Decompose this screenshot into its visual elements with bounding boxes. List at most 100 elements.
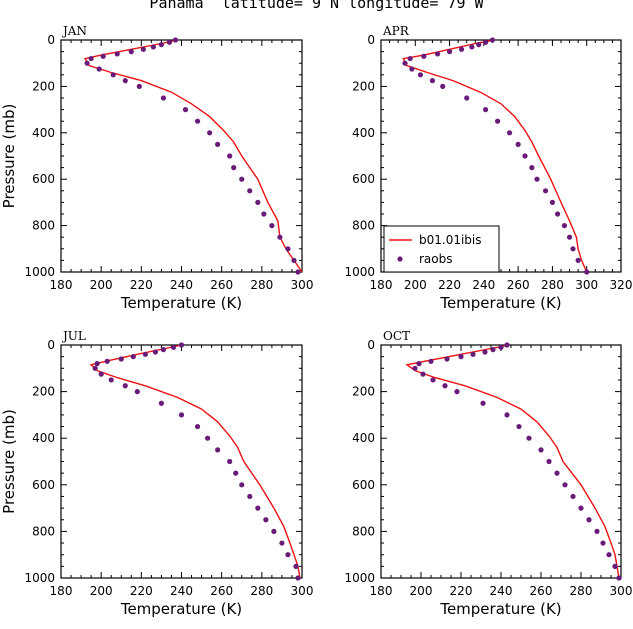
raobs-point xyxy=(554,470,560,476)
raobs-point xyxy=(215,141,221,147)
raobs-point xyxy=(420,371,426,377)
raobs-point xyxy=(470,351,476,357)
model-profile-line xyxy=(89,344,301,579)
raobs-point xyxy=(566,234,573,240)
raobs-point xyxy=(247,493,253,500)
raobs-point xyxy=(98,371,104,377)
x-tick-label: 200 xyxy=(90,278,113,292)
panel-label: JAN xyxy=(61,24,87,38)
raobs-point xyxy=(430,377,436,383)
raobs-point xyxy=(166,39,173,45)
raobs-point xyxy=(594,528,600,535)
x-tick-label: 280 xyxy=(541,278,564,292)
raobs-point xyxy=(480,400,486,406)
raobs-point xyxy=(584,269,590,275)
raobs-point xyxy=(255,199,261,205)
x-tick-label: 220 xyxy=(130,584,153,598)
raobs-point xyxy=(293,563,299,569)
raobs-point xyxy=(263,517,269,523)
raobs-point xyxy=(529,165,535,171)
legend-obs-label: raobs xyxy=(419,252,453,266)
legend-box xyxy=(383,225,500,273)
raobs-point xyxy=(94,361,100,367)
raobs-point xyxy=(215,447,221,453)
raobs-point xyxy=(586,517,592,523)
x-axis-title: Temperature (K) xyxy=(120,600,242,618)
y-tick-label: 400 xyxy=(352,126,375,140)
raobs-point xyxy=(130,354,136,360)
y-tick-label: 1000 xyxy=(24,265,55,279)
raobs-point xyxy=(464,95,470,101)
raobs-point xyxy=(205,435,211,441)
x-tick-label: 180 xyxy=(370,584,393,598)
raobs-point xyxy=(542,188,549,194)
raobs-point xyxy=(534,176,540,182)
raobs-point xyxy=(412,365,418,371)
raobs-point xyxy=(261,211,267,217)
x-tick-label: 320 xyxy=(610,278,633,292)
y-tick-label: 0 xyxy=(367,338,375,352)
raobs-point xyxy=(416,361,422,367)
raobs-point xyxy=(409,66,415,72)
raobs-point xyxy=(434,51,441,57)
raobs-point xyxy=(285,246,291,252)
x-tick-label: 220 xyxy=(438,278,461,292)
x-tick-label: 300 xyxy=(291,278,314,292)
raobs-point xyxy=(160,347,167,353)
raobs-point xyxy=(158,42,165,48)
plot-frame xyxy=(380,344,622,579)
raobs-point xyxy=(178,412,185,418)
raobs-point xyxy=(88,55,94,62)
y-tick-label: 200 xyxy=(32,79,55,93)
raobs-point xyxy=(570,493,576,500)
raobs-point xyxy=(612,563,618,569)
raobs-point xyxy=(136,83,142,89)
x-axis-title: Temperature (K) xyxy=(439,600,561,618)
y-tick-label: 800 xyxy=(352,219,375,233)
raobs-point xyxy=(498,344,504,350)
raobs-point xyxy=(150,44,156,50)
raobs-point xyxy=(494,118,501,124)
raobs-point xyxy=(172,37,179,43)
raobs-point xyxy=(231,165,237,171)
raobs-point xyxy=(616,575,622,581)
y-tick-label: 1000 xyxy=(344,265,375,279)
raobs-point xyxy=(104,358,110,364)
raobs-point xyxy=(134,389,140,395)
model-profile-line xyxy=(84,39,303,273)
y-tick-label: 200 xyxy=(352,79,375,93)
raobs-point xyxy=(239,482,245,488)
x-tick-label: 180 xyxy=(370,278,393,292)
raobs-point xyxy=(279,540,285,546)
y-axis-title: Pressure (mb) xyxy=(0,104,18,209)
y-axis-title: Pressure (mb) xyxy=(0,409,18,514)
y-tick-label: 0 xyxy=(47,338,55,352)
plot-frame xyxy=(60,39,303,273)
y-tick-label: 400 xyxy=(32,126,55,140)
raobs-point xyxy=(562,482,568,488)
y-tick-label: 800 xyxy=(32,219,55,233)
raobs-point xyxy=(285,552,291,558)
raobs-point xyxy=(160,95,167,101)
x-tick-label: 240 xyxy=(170,278,193,292)
raobs-point xyxy=(255,505,261,511)
raobs-point xyxy=(490,347,496,353)
y-tick-label: 0 xyxy=(47,33,55,47)
raobs-point xyxy=(227,458,233,465)
x-tick-label: 220 xyxy=(450,584,473,598)
raobs-point xyxy=(291,257,297,263)
x-axis-title: Temperature (K) xyxy=(439,294,561,312)
raobs-point xyxy=(194,423,201,430)
raobs-point xyxy=(269,223,275,229)
y-tick-label: 400 xyxy=(352,431,375,445)
raobs-point xyxy=(421,53,427,59)
raobs-point xyxy=(458,46,465,52)
raobs-point xyxy=(554,211,561,217)
x-tick-label: 240 xyxy=(472,278,495,292)
x-tick-label: 200 xyxy=(404,278,427,292)
raobs-point xyxy=(158,400,165,406)
raobs-point xyxy=(429,78,436,84)
figure-title: Panama latitude= 9 N longitude= 79 W xyxy=(149,0,484,12)
raobs-point xyxy=(506,130,513,136)
raobs-point xyxy=(575,257,581,263)
